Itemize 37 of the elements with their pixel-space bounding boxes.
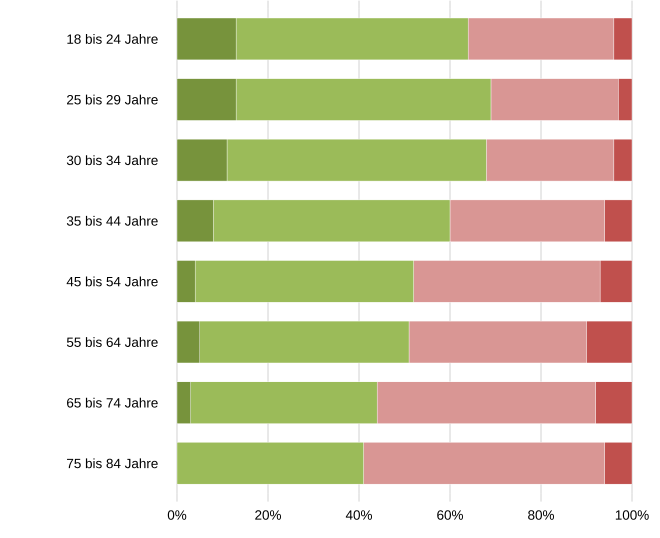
bar — [618, 78, 632, 121]
bar — [586, 320, 632, 364]
y-tick-label: 35 bis 44 Jahre — [66, 216, 158, 226]
y-tick-label: 18 bis 24 Jahre — [67, 34, 158, 44]
bar — [236, 78, 492, 121]
bar — [177, 18, 236, 60]
x-tick-label: 20% — [255, 510, 281, 520]
bar — [177, 200, 214, 242]
bar — [200, 320, 410, 364]
bar — [177, 260, 196, 303]
bar — [177, 78, 236, 121]
bar — [614, 139, 632, 182]
x-tick-label: 100% — [616, 510, 649, 520]
x-tick-label: 0% — [168, 510, 186, 520]
bar — [600, 260, 632, 303]
bar — [604, 200, 632, 242]
bar — [190, 382, 378, 424]
x-tick-label: 60% — [437, 510, 463, 520]
bar — [226, 139, 487, 182]
bar — [595, 382, 632, 424]
y-tick-label: 45 bis 54 Jahre — [66, 276, 158, 286]
bar — [614, 18, 632, 60]
bar — [177, 320, 200, 364]
y-tick-label: 75 bis 84 Jahre — [67, 458, 158, 468]
bar — [604, 442, 632, 484]
bar — [177, 139, 228, 182]
y-tick-label: 25 bis 29 Jahre — [67, 94, 158, 104]
y-tick-label: 30 bis 34 Jahre — [66, 155, 158, 166]
bar — [213, 200, 450, 242]
bar — [195, 260, 414, 303]
y-tick-label: 65 bis 74 Jahre — [67, 398, 158, 408]
bar — [177, 382, 191, 424]
bar — [177, 442, 364, 484]
x-tick-label: 80% — [528, 510, 554, 520]
y-tick-label: 55 bis 64 Jahre — [66, 337, 158, 347]
bar — [236, 18, 468, 60]
x-tick-label: 40% — [346, 510, 372, 520]
